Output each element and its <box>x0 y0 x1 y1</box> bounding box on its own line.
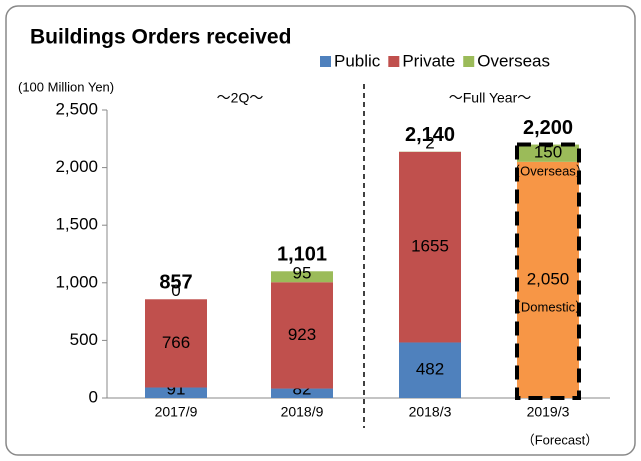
legend-label: Overseas <box>477 51 550 70</box>
value-label: 2,050 <box>527 269 570 288</box>
x-tick-label: 2017/9 <box>155 404 198 420</box>
x-tick-label: 2019/3 <box>527 404 570 420</box>
value-label: 923 <box>288 325 316 344</box>
bar-segment <box>517 144 579 162</box>
chart-title: Buildings Orders received <box>30 26 291 49</box>
y-axis-title: (100 Million Yen) <box>18 79 114 94</box>
section-label: ～Full Year～ <box>449 90 531 106</box>
bar-segment <box>271 282 333 389</box>
legend-swatch <box>463 56 475 67</box>
value-label: 482 <box>416 360 444 379</box>
x-tick-label: 2018/3 <box>409 404 452 420</box>
bar-segment <box>271 388 333 398</box>
total-label: 857 <box>159 272 192 294</box>
total-label: 2,140 <box>405 124 455 146</box>
bar-segment <box>399 342 461 398</box>
legend-swatch <box>388 56 400 67</box>
bar-segment <box>145 299 207 388</box>
y-tick-label: 500 <box>70 330 98 349</box>
bar-segment <box>271 271 333 283</box>
value-label: 150 <box>534 143 562 162</box>
y-tick-label: 1,500 <box>55 215 98 234</box>
value-label: 2 <box>425 133 434 152</box>
forecast-caption: （Forecast） <box>522 432 599 447</box>
legend-label: Private <box>402 51 455 70</box>
bar-segment <box>399 151 461 343</box>
section-label: ～2Q～ <box>217 90 264 106</box>
forecast-outline <box>515 142 581 400</box>
y-tick-label: 0 <box>89 387 98 406</box>
y-tick-label: 1,000 <box>55 272 98 291</box>
legend-label: Public <box>334 51 381 70</box>
bar-segment <box>517 161 579 398</box>
legend-swatch <box>320 56 331 67</box>
value-label: 766 <box>162 333 190 352</box>
bar-segment <box>145 387 207 398</box>
x-tick-label: 2018/9 <box>281 404 324 420</box>
value-label: 1655 <box>411 237 449 256</box>
value-label: 0 <box>171 281 180 300</box>
total-label: 2,200 <box>523 117 573 139</box>
segment-note: （Overseas） <box>507 163 589 178</box>
value-label: 95 <box>293 264 312 283</box>
y-tick-label: 2,000 <box>55 157 98 176</box>
total-label: 1,101 <box>277 243 327 265</box>
segment-note: （Domestic） <box>508 299 588 314</box>
y-tick-label: 2,500 <box>55 99 98 118</box>
